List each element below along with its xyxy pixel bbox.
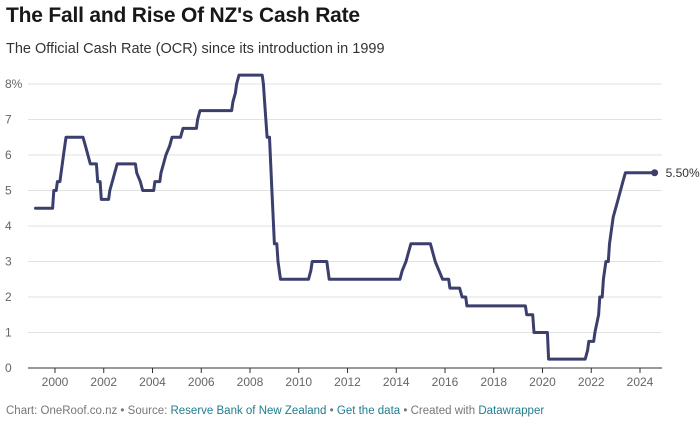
y-tick-label: 8% bbox=[5, 77, 23, 91]
x-tick-label: 2002 bbox=[90, 375, 117, 389]
y-tick-label: 4 bbox=[5, 219, 12, 233]
x-tick-label: 2010 bbox=[285, 375, 312, 389]
x-tick-label: 2024 bbox=[627, 375, 654, 389]
x-tick-label: 2008 bbox=[237, 375, 264, 389]
x-tick-label: 2022 bbox=[578, 375, 605, 389]
end-value-label: 5.50% bbox=[666, 166, 700, 180]
x-tick-label: 2000 bbox=[42, 375, 69, 389]
x-axis: 2000 2002 2004 2006 2008 2010 2012 2014 2016 2018… bbox=[42, 368, 654, 389]
y-tick-label: 0 bbox=[5, 361, 12, 375]
footer-sep-data: • bbox=[326, 405, 337, 417]
y-tick-label: 6 bbox=[5, 148, 12, 162]
x-tick-label: 2006 bbox=[188, 375, 215, 389]
series-group bbox=[34, 73, 657, 361]
y-tick-label: 1 bbox=[5, 326, 12, 340]
y-axis: 0 1 2 3 4 5 6 7 8% bbox=[5, 77, 23, 375]
grid-lines bbox=[28, 83, 662, 369]
x-tick-label: 2012 bbox=[334, 375, 361, 389]
x-tick-label: 2018 bbox=[480, 375, 507, 389]
chart-footer: Chart: OneRoof.co.nz • Source: Reserve B… bbox=[6, 405, 544, 417]
footer-sep-tool: • Created with bbox=[400, 405, 479, 417]
y-tick-label: 7 bbox=[5, 113, 12, 127]
ocr-line bbox=[34, 73, 657, 361]
x-tick-label: 2016 bbox=[432, 375, 459, 389]
end-marker-group: 5.50% bbox=[651, 166, 700, 180]
chart-subtitle: The Official Cash Rate (OCR) since its i… bbox=[6, 41, 385, 57]
y-tick-label: 3 bbox=[5, 255, 12, 269]
y-tick-label: 5 bbox=[5, 184, 12, 198]
x-tick-label: 2004 bbox=[139, 375, 166, 389]
x-tick-label: 2014 bbox=[383, 375, 410, 389]
x-tick-label: 2020 bbox=[529, 375, 556, 389]
datawrapper-link[interactable]: Datawrapper bbox=[478, 405, 545, 417]
footer-sep-source: • Source: bbox=[117, 405, 171, 417]
footer-credit: Chart: OneRoof.co.nz bbox=[6, 405, 118, 417]
end-point-marker bbox=[651, 169, 659, 177]
chart-title: The Fall and Rise Of NZ's Cash Rate bbox=[6, 4, 360, 27]
source-link[interactable]: Reserve Bank of New Zealand bbox=[170, 405, 327, 417]
get-data-link[interactable]: Get the data bbox=[336, 405, 401, 417]
y-tick-label: 2 bbox=[5, 290, 12, 304]
